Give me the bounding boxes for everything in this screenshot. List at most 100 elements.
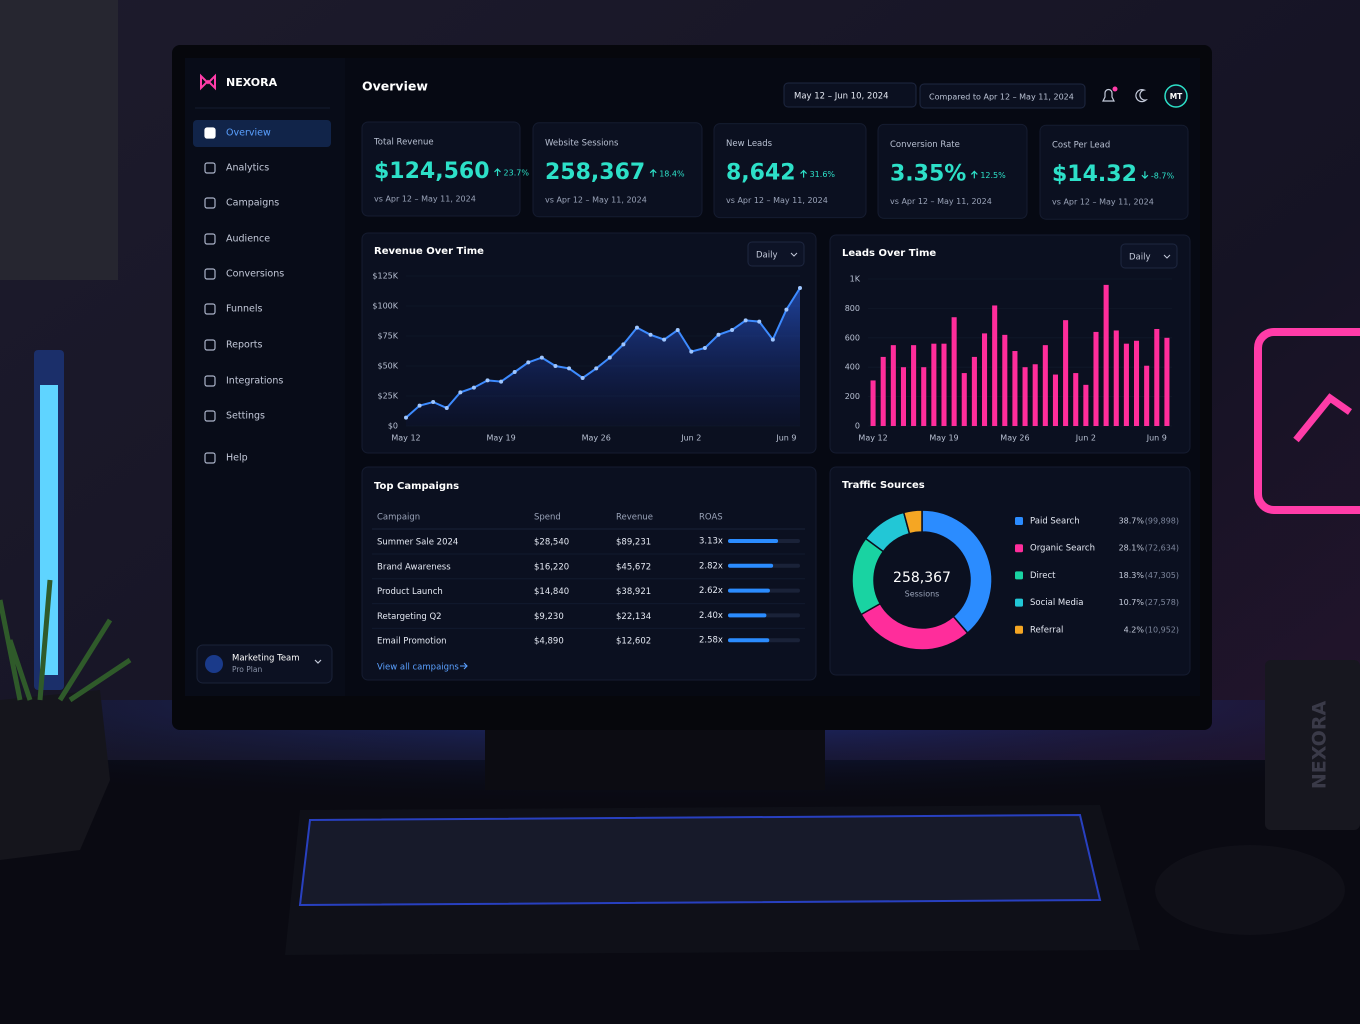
nav-item[interactable]: Analytics — [226, 163, 269, 174]
keyboard-keys — [298, 813, 1102, 907]
kpi-period: vs Apr 12 – May 11, 2024 — [726, 196, 828, 205]
table-cell: $12,602 — [616, 637, 651, 647]
bar — [1063, 320, 1069, 426]
table-cell: $9,230 — [534, 612, 564, 622]
page-title: Overview — [362, 79, 428, 94]
y-tick-label: 1K — [850, 275, 861, 284]
brand-logo — [200, 73, 216, 91]
bar — [1022, 367, 1028, 426]
compare-picker[interactable] — [919, 83, 1086, 109]
legend-swatch — [1015, 571, 1023, 580]
data-point — [607, 355, 612, 360]
legend-count: (10,952) — [1145, 625, 1179, 634]
nav-item[interactable]: Integrations — [226, 376, 283, 387]
data-point — [580, 376, 585, 380]
kpi-change: 31.6% — [810, 170, 836, 179]
table-cell: $14,840 — [534, 587, 569, 597]
light-bar-glow — [40, 385, 58, 675]
table-cell: $22,134 — [616, 612, 651, 622]
kpi-change: 12.5% — [980, 171, 1006, 180]
bar — [992, 305, 998, 426]
y-tick-label: $100K — [372, 302, 398, 311]
legend-count: (27,578) — [1145, 598, 1179, 607]
date-picker[interactable] — [783, 82, 917, 108]
neon-sign-line — [1293, 393, 1353, 443]
nav-item[interactable]: Settings — [226, 411, 265, 422]
legend-swatch — [1015, 517, 1023, 525]
avatar[interactable] — [1164, 84, 1188, 108]
legend-label: Social Media — [1030, 598, 1083, 608]
interval-dropdown[interactable] — [747, 241, 805, 267]
kpi-label: Website Sessions — [545, 138, 619, 148]
table-cell: $45,672 — [616, 562, 651, 572]
nav-active — [193, 120, 331, 147]
table-cell: $16,220 — [534, 562, 569, 572]
bar — [951, 317, 957, 426]
panel — [361, 121, 521, 217]
monitor-stand — [485, 720, 825, 790]
legend-percent: 38.7% — [1119, 517, 1145, 526]
data-point — [417, 403, 422, 408]
nav-icon — [204, 268, 216, 280]
nav-item[interactable]: Campaigns — [226, 198, 279, 209]
legend-label: Paid Search — [1030, 517, 1080, 527]
view-all-link[interactable]: View all campaigns — [377, 663, 459, 673]
y-tick-label: 800 — [845, 304, 860, 313]
table-cell: $38,921 — [616, 587, 651, 597]
revenue-area — [406, 288, 800, 426]
donut-center-label: Sessions — [905, 590, 940, 599]
x-tick-label: Jun 9 — [1146, 434, 1167, 443]
nav-item[interactable]: Audience — [226, 234, 270, 245]
y-tick-label: $125K — [372, 272, 398, 281]
bar — [961, 373, 967, 426]
legend-label: Organic Search — [1030, 544, 1095, 554]
table-cell: $28,540 — [534, 538, 569, 548]
kpi-value: $14.32 — [1052, 162, 1137, 187]
panel-title: Traffic Sources — [842, 480, 925, 491]
roas-label: 2.40x — [699, 611, 723, 621]
interval-dropdown[interactable] — [1120, 243, 1178, 269]
donut-segment — [902, 509, 923, 535]
x-tick-label: Jun 9 — [775, 434, 796, 443]
panel — [877, 123, 1028, 219]
data-point — [743, 318, 748, 323]
revenue-line — [405, 287, 801, 419]
bar — [1002, 334, 1008, 426]
kpi-change: 18.4% — [659, 169, 685, 178]
mouse — [1155, 845, 1345, 935]
x-tick-label: May 26 — [582, 434, 611, 443]
bar — [1073, 373, 1079, 426]
data-point — [634, 325, 639, 330]
nav-item[interactable]: Conversions — [226, 269, 284, 280]
panel — [1039, 124, 1189, 220]
data-point — [512, 370, 517, 374]
roas-bar — [728, 613, 767, 618]
nav-item[interactable]: Help — [226, 453, 248, 464]
dashboard: NEXORA Overview Analytics Campaigns Audience… — [193, 73, 1191, 684]
data-point — [689, 349, 694, 354]
theme-icon[interactable] — [1135, 89, 1148, 103]
user-name: Marketing Team — [232, 654, 300, 664]
x-tick-label: May 26 — [1000, 434, 1029, 443]
data-point — [702, 346, 707, 350]
bell-icon[interactable] — [1102, 88, 1115, 102]
bar — [1123, 343, 1129, 426]
roas-label: 3.13x — [699, 537, 723, 547]
nav-item[interactable]: Funnels — [226, 304, 262, 315]
data-point — [757, 319, 762, 324]
kpi-label: Total Revenue — [373, 138, 434, 148]
y-tick-label: 600 — [845, 333, 860, 342]
table-cell: Retargeting Q2 — [377, 612, 442, 622]
kpi-period: vs Apr 12 – May 11, 2024 — [1052, 198, 1154, 207]
kpi-value: $124,560 — [374, 159, 490, 184]
nav-item[interactable]: Overview — [226, 128, 271, 139]
kpi-period: vs Apr 12 – May 11, 2024 — [374, 195, 476, 204]
nav-item[interactable]: Reports — [226, 340, 262, 351]
roas-bar — [728, 638, 770, 643]
data-point — [404, 415, 408, 420]
dropdown-chevron — [1163, 254, 1171, 259]
sidebar — [185, 58, 345, 696]
nav-icon — [204, 375, 216, 387]
kpi-arrow — [494, 168, 501, 176]
table-cell: Product Launch — [377, 587, 443, 597]
